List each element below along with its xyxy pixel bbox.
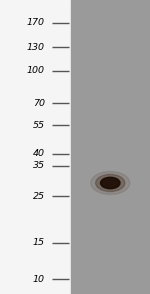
Text: 25: 25	[33, 192, 45, 201]
Text: 130: 130	[27, 43, 45, 52]
Ellipse shape	[96, 174, 125, 192]
Text: 170: 170	[27, 18, 45, 27]
Text: 35: 35	[33, 161, 45, 171]
Ellipse shape	[100, 177, 120, 189]
Bar	[70, 0, 150, 294]
Text: 40: 40	[33, 149, 45, 158]
Text: 10: 10	[33, 275, 45, 284]
Bar	[0, 0, 70, 294]
Ellipse shape	[91, 171, 130, 194]
Text: 55: 55	[33, 121, 45, 130]
Text: 100: 100	[27, 66, 45, 75]
Text: 70: 70	[33, 99, 45, 108]
Text: 15: 15	[33, 238, 45, 247]
